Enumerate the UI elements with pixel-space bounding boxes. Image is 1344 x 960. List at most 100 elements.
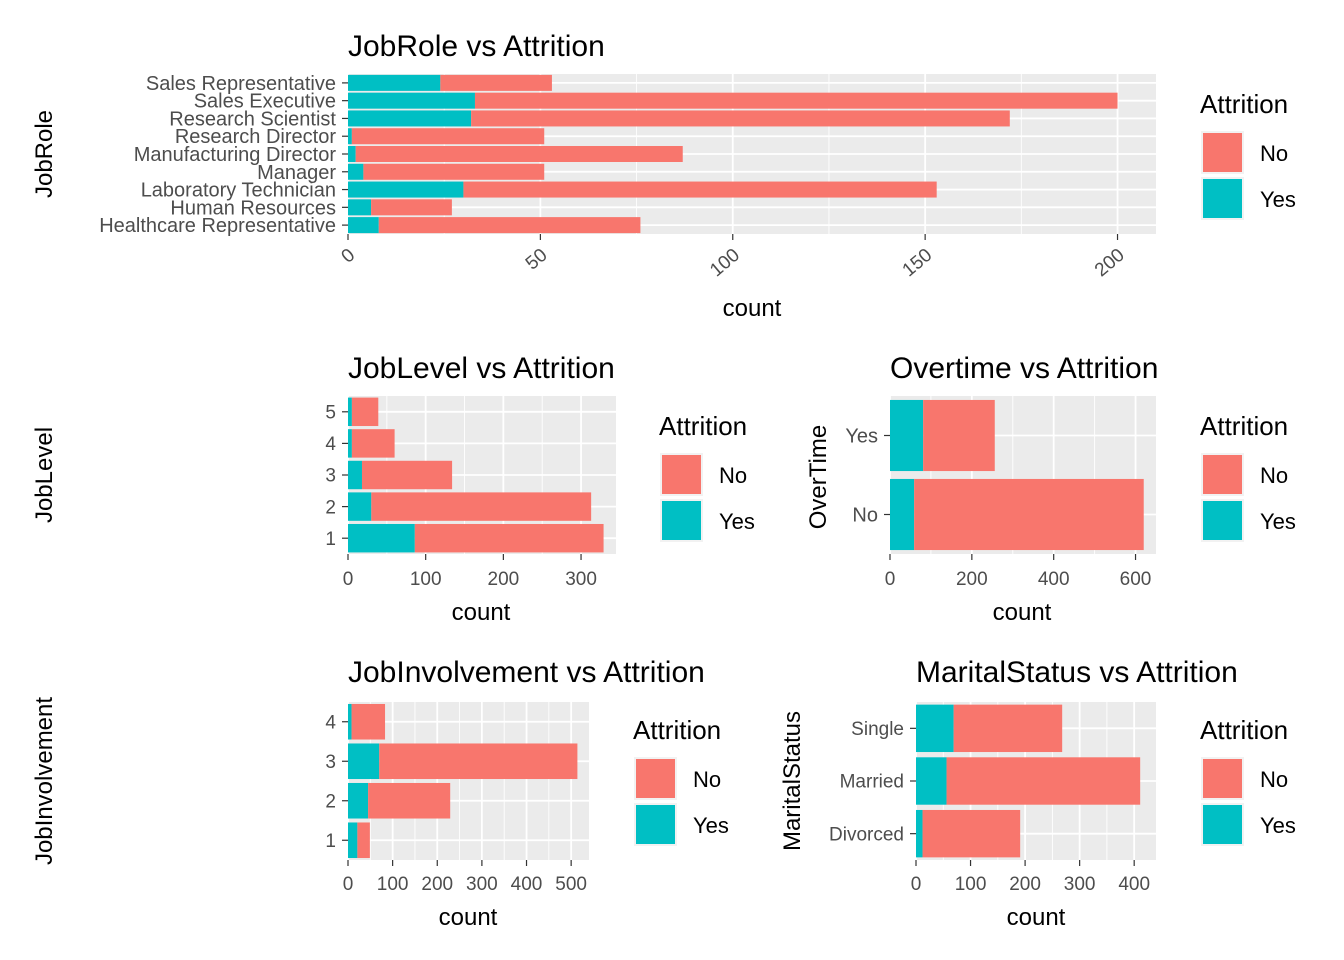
jobrole-bar-yes xyxy=(348,163,364,180)
jobinvolvement-chart: 1 2 3 4 0 100 200 300 400 500 JobInvolvement vs At… xyxy=(31,656,729,931)
joblevel-chart: 1 2 3 4 5 0 100 200 300 JobLevel vs Attrition coun… xyxy=(31,352,755,626)
jobinvolvement-legend-label-no: No xyxy=(693,767,721,792)
joblevel-x-tick-label: 100 xyxy=(410,569,442,590)
overtime-chart: No Yes 0 200 400 600 Overtime vs Attrition coun… xyxy=(805,352,1296,626)
overtime-legend-swatch-yes xyxy=(1203,501,1242,540)
maritalstatus-bar-no xyxy=(953,704,1063,753)
jobinvolvement-legend: Attrition No Yes xyxy=(633,715,729,846)
maritalstatus-legend-title: Attrition xyxy=(1200,715,1288,745)
jobinvolvement-category-label: 2 xyxy=(325,791,336,812)
joblevel-bar-yes xyxy=(348,397,352,427)
overtime-title: Overtime vs Attrition xyxy=(890,352,1158,385)
jobinvolvement-bar-no xyxy=(379,743,578,780)
jobrole-bar-yes xyxy=(348,74,441,91)
jobinvolvement-bar-no xyxy=(351,703,386,740)
jobrole-bar-no xyxy=(371,199,452,216)
maritalstatus-category-label: Divorced xyxy=(829,824,904,845)
jobrole-legend-label-no: No xyxy=(1260,141,1288,166)
jobrole-bar-no xyxy=(440,74,552,91)
overtime-bar-no xyxy=(923,399,995,472)
joblevel-category-label: 2 xyxy=(325,497,336,518)
jobrole-bar-no xyxy=(474,92,1118,109)
maritalstatus-bar-yes xyxy=(916,704,954,753)
maritalstatus-title: MaritalStatus vs Attrition xyxy=(916,656,1238,689)
joblevel-bar-no xyxy=(371,492,592,521)
jobinvolvement-title: JobInvolvement vs Attrition xyxy=(348,656,705,689)
joblevel-bar-no xyxy=(351,429,395,458)
overtime-category-label: No xyxy=(852,505,878,527)
jobrole-x-tick-label: 150 xyxy=(899,245,937,281)
overtime-bar-yes xyxy=(890,399,924,472)
joblevel-legend-label-yes: Yes xyxy=(719,509,755,534)
joblevel-x-tick-label: 0 xyxy=(343,569,354,590)
joblevel-bar-no xyxy=(351,397,379,427)
overtime-x-tick-label: 400 xyxy=(1038,569,1070,590)
jobrole-legend-title: Attrition xyxy=(1200,89,1288,119)
maritalstatus-x-tick-label: 400 xyxy=(1118,874,1150,895)
maritalstatus-x-tick-label: 300 xyxy=(1064,874,1096,895)
jobrole-x-tick-label: 0 xyxy=(338,245,360,268)
joblevel-x-axis-label: count xyxy=(452,599,511,626)
maritalstatus-legend-swatch-yes xyxy=(1203,805,1242,844)
maritalstatus-y-axis-label: MaritalStatus xyxy=(779,711,806,851)
maritalstatus-x-tick-label: 100 xyxy=(955,874,987,895)
jobinvolvement-legend-swatch-yes xyxy=(636,805,675,844)
jobrole-category-label: Research Director xyxy=(175,126,337,148)
overtime-x-axis-label: count xyxy=(993,599,1052,626)
jobrole-legend-swatch-no xyxy=(1203,133,1242,172)
jobinvolvement-x-tick-label: 300 xyxy=(466,874,498,895)
jobinvolvement-x-tick-label: 500 xyxy=(555,874,587,895)
jobrole-legend-swatch-yes xyxy=(1203,179,1242,218)
joblevel-bar-yes xyxy=(348,523,415,553)
jobinvolvement-category-label: 4 xyxy=(325,712,336,733)
jobinvolvement-bar-yes xyxy=(348,703,352,740)
jobinvolvement-x-tick-label: 0 xyxy=(343,874,354,895)
joblevel-bar-no xyxy=(361,460,453,490)
jobinvolvement-bar-yes xyxy=(348,822,358,859)
jobinvolvement-x-tick-label: 400 xyxy=(511,874,543,895)
overtime-y-axis-label: OverTime xyxy=(805,425,832,529)
jobinvolvement-legend-title: Attrition xyxy=(633,715,721,745)
jobrole-bar-no xyxy=(471,110,1010,127)
jobrole-bar-yes xyxy=(348,92,475,109)
joblevel-bar-yes xyxy=(348,429,352,458)
jobrole-bar-no xyxy=(355,146,683,162)
jobrole-bar-no xyxy=(378,217,641,234)
jobinvolvement-category-label: 1 xyxy=(325,831,336,852)
jobinvolvement-bar-yes xyxy=(348,743,380,780)
jobrole-bar-yes xyxy=(348,128,352,145)
jobrole-category-label: Human Resources xyxy=(170,197,336,219)
overtime-legend: Attrition No Yes xyxy=(1200,411,1296,542)
maritalstatus-x-axis-label: count xyxy=(1007,904,1066,931)
jobrole-category-label: Manufacturing Director xyxy=(134,144,337,166)
jobrole-category-label: Research Scientist xyxy=(169,108,336,130)
overtime-legend-title: Attrition xyxy=(1200,411,1288,441)
joblevel-category-label: 3 xyxy=(325,466,336,487)
jobrole-category-label: Manager xyxy=(257,162,336,184)
jobinvolvement-legend-swatch-no xyxy=(636,759,675,798)
maritalstatus-x-tick-label: 0 xyxy=(911,874,922,895)
joblevel-bar-no xyxy=(414,523,604,553)
joblevel-category-label: 1 xyxy=(325,529,336,550)
jobinvolvement-x-tick-label: 100 xyxy=(377,874,409,895)
jobinvolvement-bar-no xyxy=(357,822,370,859)
maritalstatus-bar-no xyxy=(946,757,1141,805)
jobrole-bar-no xyxy=(363,163,545,180)
jobrole-legend-label-yes: Yes xyxy=(1260,187,1296,212)
jobinvolvement-bar-yes xyxy=(348,782,369,819)
overtime-x-tick-label: 200 xyxy=(956,569,988,590)
jobrole-y-axis-label: JobRole xyxy=(31,110,58,198)
overtime-legend-label-no: No xyxy=(1260,463,1288,488)
joblevel-bar-yes xyxy=(348,460,362,490)
overtime-category-label: Yes xyxy=(845,426,878,448)
jobrole-category-label: Sales Executive xyxy=(194,91,336,113)
jobrole-bar-yes xyxy=(348,199,372,216)
jobrole-x-tick-label: 100 xyxy=(706,245,744,281)
joblevel-legend-swatch-yes xyxy=(662,501,701,540)
joblevel-y-axis-label: JobLevel xyxy=(31,427,58,523)
jobrole-legend: Attrition No Yes xyxy=(1200,89,1296,220)
jobrole-bar-yes xyxy=(348,146,356,162)
jobinvolvement-category-label: 3 xyxy=(325,752,336,773)
overtime-legend-label-yes: Yes xyxy=(1260,509,1296,534)
